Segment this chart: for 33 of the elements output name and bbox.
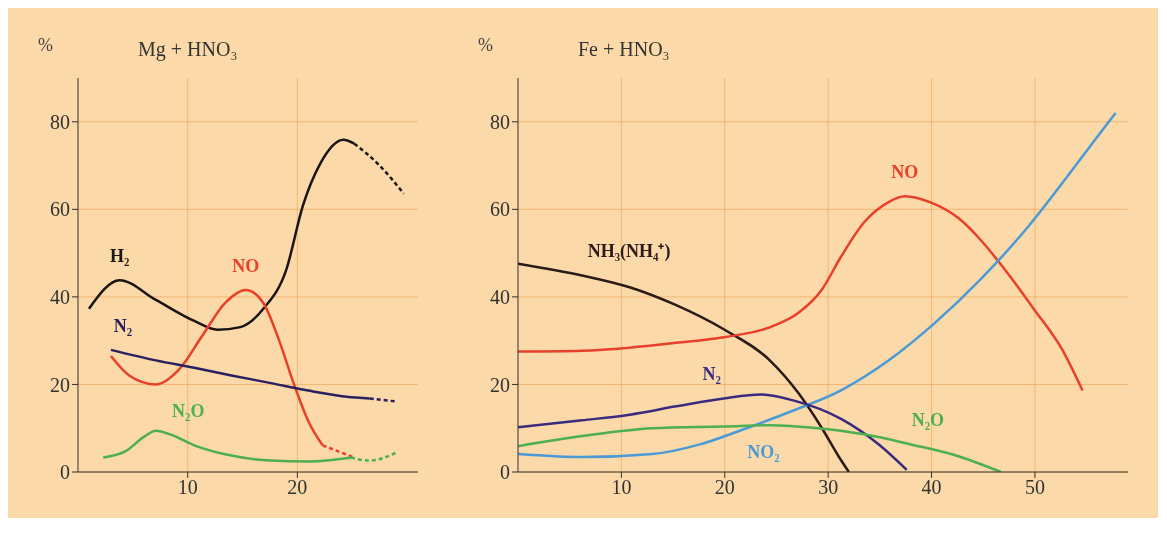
y-tick-label: 20 xyxy=(490,373,510,396)
x-tick-label: 20 xyxy=(287,476,308,499)
y-tick-label: 40 xyxy=(490,285,510,308)
x-tick-label: 40 xyxy=(921,476,942,499)
y-axis-title: % xyxy=(38,34,53,55)
y-axis-title: % xyxy=(478,34,493,55)
series-label: N₂O xyxy=(911,410,945,431)
series-label: H₂ xyxy=(109,246,130,267)
chart-title: Mg + HNO₃ xyxy=(138,38,238,61)
line-series xyxy=(518,194,1084,392)
y-tick-label: 80 xyxy=(490,110,510,133)
y-tick-label: 0 xyxy=(60,461,70,484)
series-label: N₂ xyxy=(113,315,133,336)
x-tick-label: 10 xyxy=(177,476,198,499)
y-tick-label: 60 xyxy=(490,198,510,221)
x-tick-label: 20 xyxy=(714,476,735,499)
x-tick-label: 30 xyxy=(818,476,839,499)
series-label: N₂O xyxy=(172,400,205,421)
chart-title: Fe + HNO₃ xyxy=(578,38,670,61)
x-tick-label: 50 xyxy=(1024,476,1045,499)
y-tick-label: 80 xyxy=(50,110,70,133)
series-label: NO xyxy=(232,255,260,276)
line-series xyxy=(518,262,851,472)
x-tick-label: 10 xyxy=(611,476,632,499)
series-label: N₂ xyxy=(702,364,721,385)
line-series xyxy=(518,393,908,472)
y-tick-label: 20 xyxy=(50,373,70,396)
series-label: NH₃(NH₄⁺) xyxy=(587,241,671,263)
series-label: NO xyxy=(891,162,919,183)
y-tick-label: 0 xyxy=(500,461,510,484)
y-tick-label: 40 xyxy=(50,285,70,308)
series-label: NO₂ xyxy=(747,442,780,463)
y-tick-label: 60 xyxy=(50,198,70,221)
